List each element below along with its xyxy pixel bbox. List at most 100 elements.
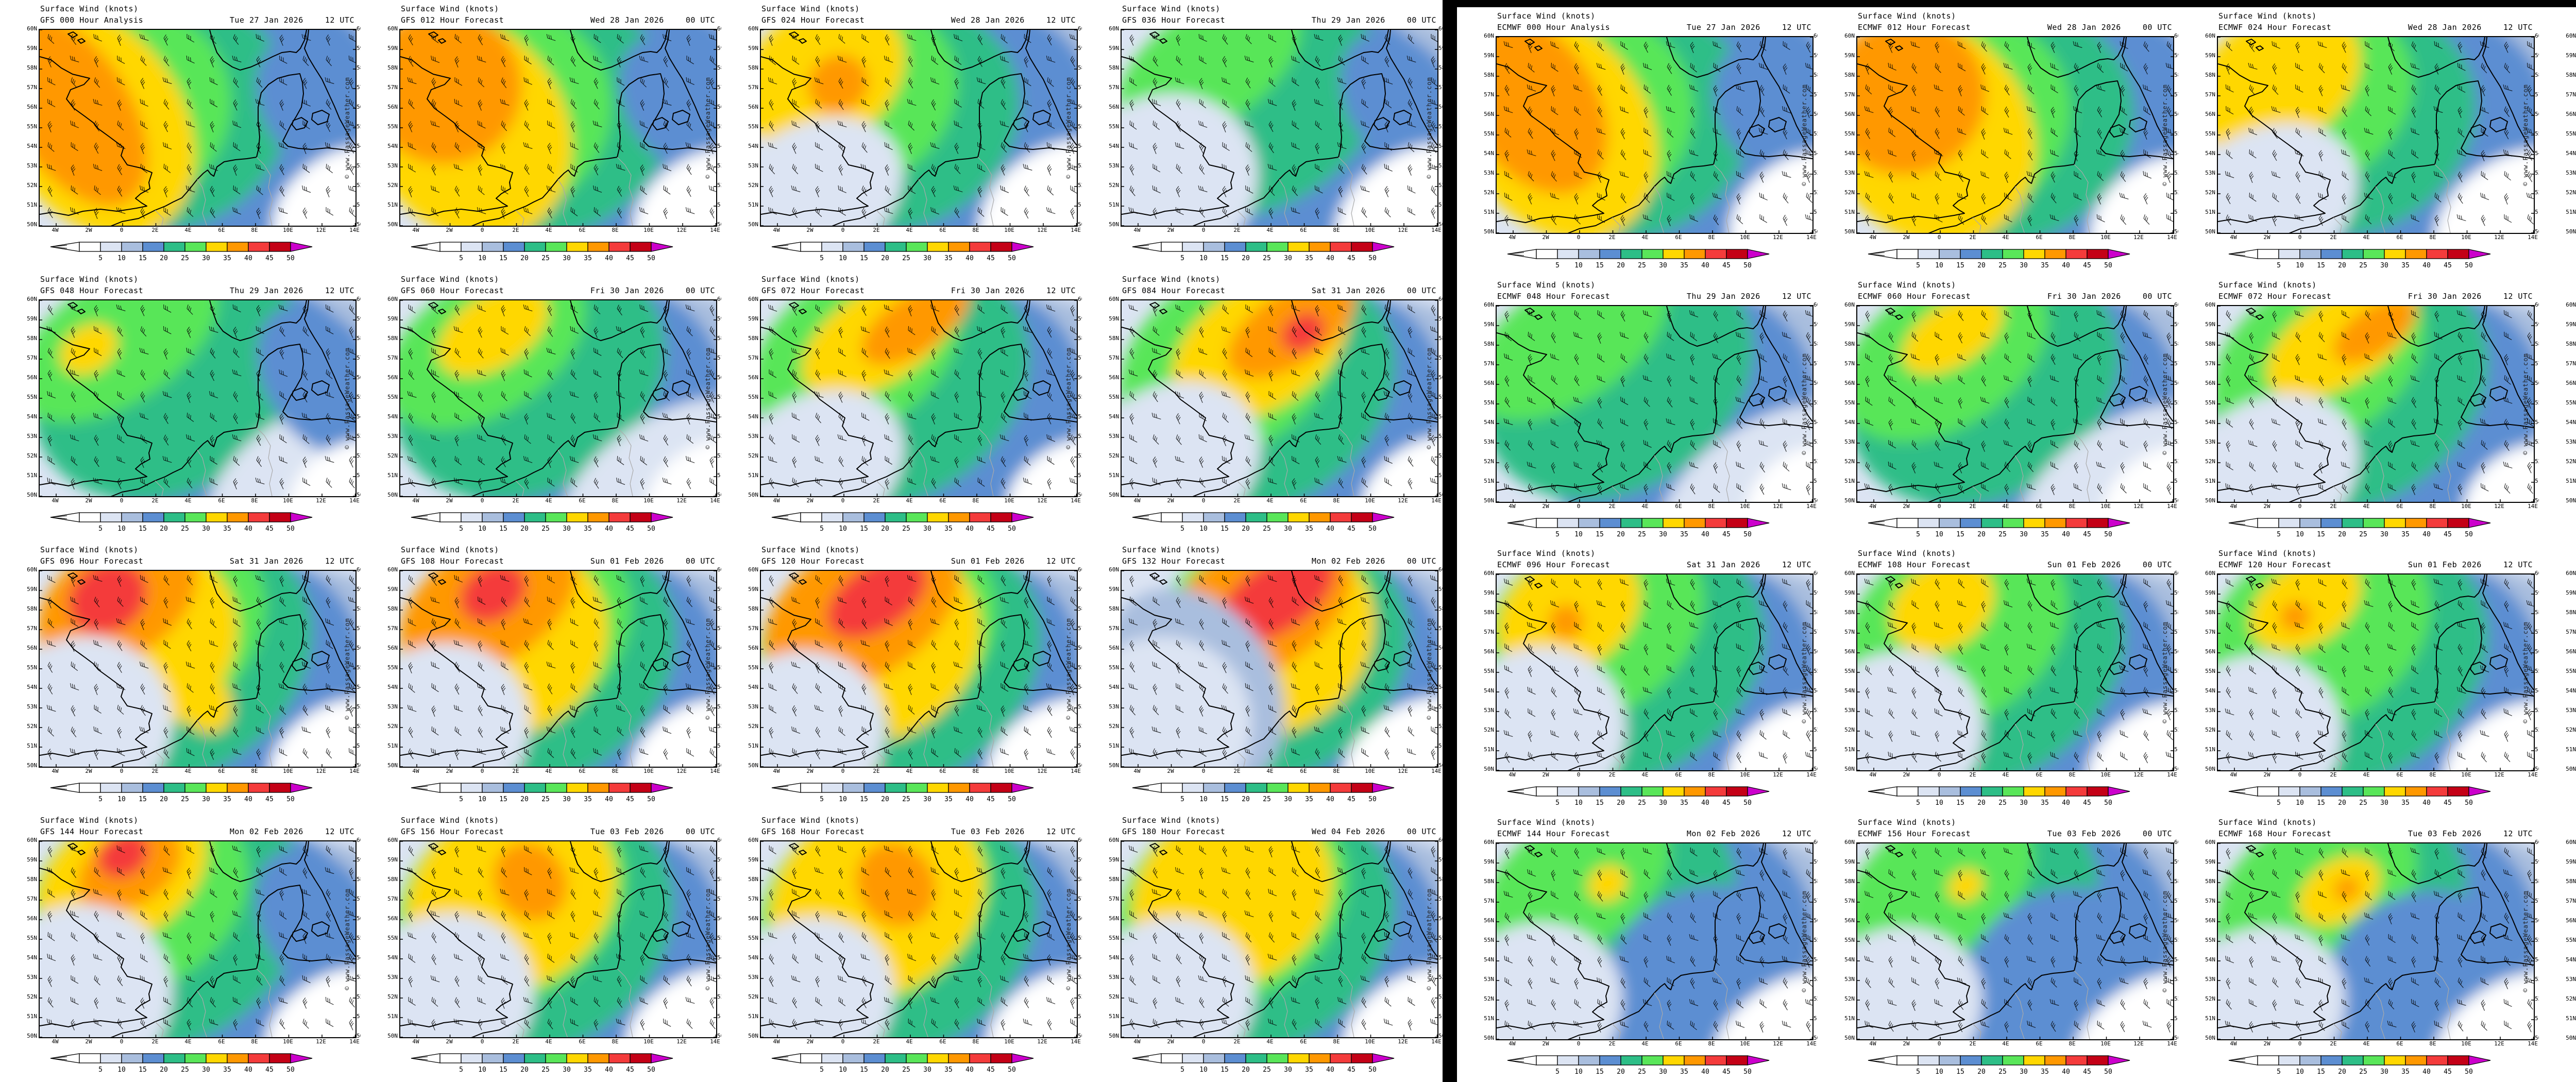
model-run-label: GFS 156 Hour Forecast (401, 827, 504, 836)
lat-axis-label: 52N (357, 723, 361, 730)
lat-axis-label: 54N (357, 684, 361, 690)
model-run-label: GFS 132 Hour Forecast (1122, 556, 1226, 566)
lat-axis-label: 59N (1078, 315, 1082, 322)
colorbar-tick-label: 10 (2296, 1068, 2304, 1076)
wind-map[interactable]: © www.PassageWeather.com (1856, 36, 2174, 234)
wind-map[interactable]: © www.PassageWeather.com (2217, 36, 2535, 234)
wind-map[interactable]: © www.PassageWeather.com (1496, 573, 1814, 771)
wind-map[interactable]: © www.PassageWeather.com (399, 29, 717, 227)
wind-map[interactable]: © www.PassageWeather.com (39, 840, 357, 1038)
lat-axis-label: 56N (748, 915, 758, 922)
lat-axis-label: 51N (2566, 477, 2576, 484)
wind-map[interactable]: © www.PassageWeather.com (2217, 842, 2535, 1040)
forecast-panel: Surface Wind (knots) GFS 096 Hour Forecas… (0, 541, 361, 812)
wind-map[interactable]: © www.PassageWeather.com (760, 29, 1078, 227)
wind-map[interactable]: © www.PassageWeather.com (1121, 570, 1438, 768)
lon-axis-label: 4W (1509, 502, 1516, 510)
colorbar-tick-label: 10 (117, 525, 126, 533)
lat-axis-label: 59N (27, 45, 37, 52)
colorbar-tick-label: 40 (244, 1066, 252, 1074)
lat-axis-label: 59N (2205, 858, 2215, 865)
lon-axis-label: 0 (2298, 771, 2302, 778)
wind-map[interactable]: © www.PassageWeather.com (1496, 305, 1814, 503)
wind-map[interactable]: © www.PassageWeather.com (1496, 36, 1814, 234)
wind-map[interactable]: © www.PassageWeather.com (1121, 299, 1438, 497)
colorbar-right-arrow (1372, 1053, 1395, 1063)
lat-axis-label: 59N (717, 315, 721, 322)
lat-axis-label: 55N (1109, 664, 1119, 671)
lat-axis-label: 58N (1438, 335, 1443, 342)
wind-map[interactable]: © www.PassageWeather.com (2217, 573, 2535, 771)
colorbar-tick-label: 20 (520, 255, 529, 262)
lon-axis-label: 0 (120, 1038, 124, 1045)
wind-map[interactable]: © www.PassageWeather.com (1856, 842, 2174, 1040)
lat-axis-label: 50N (2535, 766, 2539, 772)
wind-map[interactable]: © www.PassageWeather.com (1496, 842, 1814, 1040)
wind-map[interactable]: © www.PassageWeather.com (760, 570, 1078, 768)
colorbar-tick-label: 50 (647, 525, 655, 533)
lat-axis-label: 60N (1814, 32, 1818, 39)
lat-axis-label: 58N (2566, 877, 2576, 885)
lon-axis-label: 2E (2330, 1040, 2337, 1047)
wind-map[interactable]: © www.PassageWeather.com (760, 840, 1078, 1038)
colorbar-left-arrow (1507, 249, 1537, 259)
wind-map[interactable]: © www.PassageWeather.com (399, 840, 717, 1038)
lat-axis-label: 55N (27, 664, 37, 671)
wind-map[interactable]: © www.PassageWeather.com (760, 299, 1078, 497)
lon-axis-label: 4E (184, 768, 192, 774)
colorbar-right-arrow (1747, 786, 1770, 797)
wind-map[interactable]: © www.PassageWeather.com (1856, 573, 2174, 771)
lon-axis-label: 10E (2461, 234, 2471, 241)
lat-axis-label: 57N (2205, 360, 2215, 367)
lon-axis-label: 4E (1266, 1038, 1274, 1045)
coastlines (761, 30, 1077, 226)
wind-speed-colorbar: 5 10 15 20 25 30 35 40 45 50 (411, 512, 673, 533)
wind-speed-colorbar: 5 10 15 20 25 30 35 40 45 50 (1132, 783, 1395, 803)
wind-speed-field (2218, 574, 2534, 770)
colorbar-tick-label: 35 (1680, 262, 1688, 269)
colorbar-tick-label: 15 (499, 796, 507, 803)
axis-ticks (2218, 843, 2534, 1039)
lat-axis-label: 57N (1109, 625, 1119, 632)
wind-map[interactable]: © www.PassageWeather.com (399, 299, 717, 497)
lat-axis-label: 55N (2566, 130, 2576, 137)
lat-axis-label: 59N (748, 315, 758, 322)
wind-map[interactable]: © www.PassageWeather.com (39, 29, 357, 227)
valid-time-utc: 12 UTC (1782, 23, 1811, 32)
lon-axis-label: 2W (1542, 771, 1549, 778)
lon-axis-label: 2W (806, 497, 814, 504)
lon-axis-label: 12E (2133, 234, 2144, 241)
lat-axis-label: 54N (2535, 687, 2539, 694)
valid-time-utc: 00 UTC (2142, 560, 2172, 569)
wind-map[interactable]: © www.PassageWeather.com (1856, 305, 2174, 503)
lat-axis-label: 55N (717, 123, 721, 130)
wind-map[interactable]: © www.PassageWeather.com (39, 570, 357, 768)
forecast-panel: Surface Wind (knots) ECMWF 072 Hour Forec… (2178, 276, 2539, 545)
colorbar-tick-label: 45 (1347, 525, 1355, 533)
lat-axis-label: 60N (387, 566, 398, 573)
lon-axis-label: 12E (2133, 502, 2144, 510)
lat-axis-label: 58N (2174, 609, 2178, 616)
wind-map[interactable]: © www.PassageWeather.com (39, 299, 357, 497)
lat-axis-label: 52N (387, 182, 398, 189)
panel-subtitle: ECMWF 072 Hour Forecast Fri 30 Jan 2026 12… (2218, 292, 2533, 301)
wind-map[interactable]: © www.PassageWeather.com (1121, 840, 1438, 1038)
colorbar-tick-label: 50 (1008, 796, 1016, 803)
wind-map[interactable]: © www.PassageWeather.com (1121, 29, 1438, 227)
lon-axis-label: 4W (1509, 1040, 1516, 1047)
panel-title: Surface Wind (knots) (40, 816, 139, 825)
lat-axis-label: 53N (2535, 170, 2539, 176)
lat-axis-label: 56N (27, 374, 37, 381)
wind-speed-field (400, 841, 716, 1037)
lon-axis-label: 10E (2461, 1040, 2471, 1047)
lat-axis-label: 51N (2566, 1015, 2576, 1022)
wind-map[interactable]: © www.PassageWeather.com (399, 570, 717, 768)
colorbar-tick-label: 45 (2444, 1068, 2452, 1076)
wind-map[interactable]: © www.PassageWeather.com (2217, 305, 2535, 503)
colorbar-tick-label: 45 (1722, 1068, 1731, 1076)
colorbar-tick-label: 5 (1555, 262, 1560, 269)
lat-axis-label: 53N (27, 703, 37, 710)
colorbar-tick-label: 50 (286, 525, 295, 533)
colorbar-tick-label: 40 (605, 255, 613, 262)
lat-axis-label: 54N (1438, 684, 1443, 690)
